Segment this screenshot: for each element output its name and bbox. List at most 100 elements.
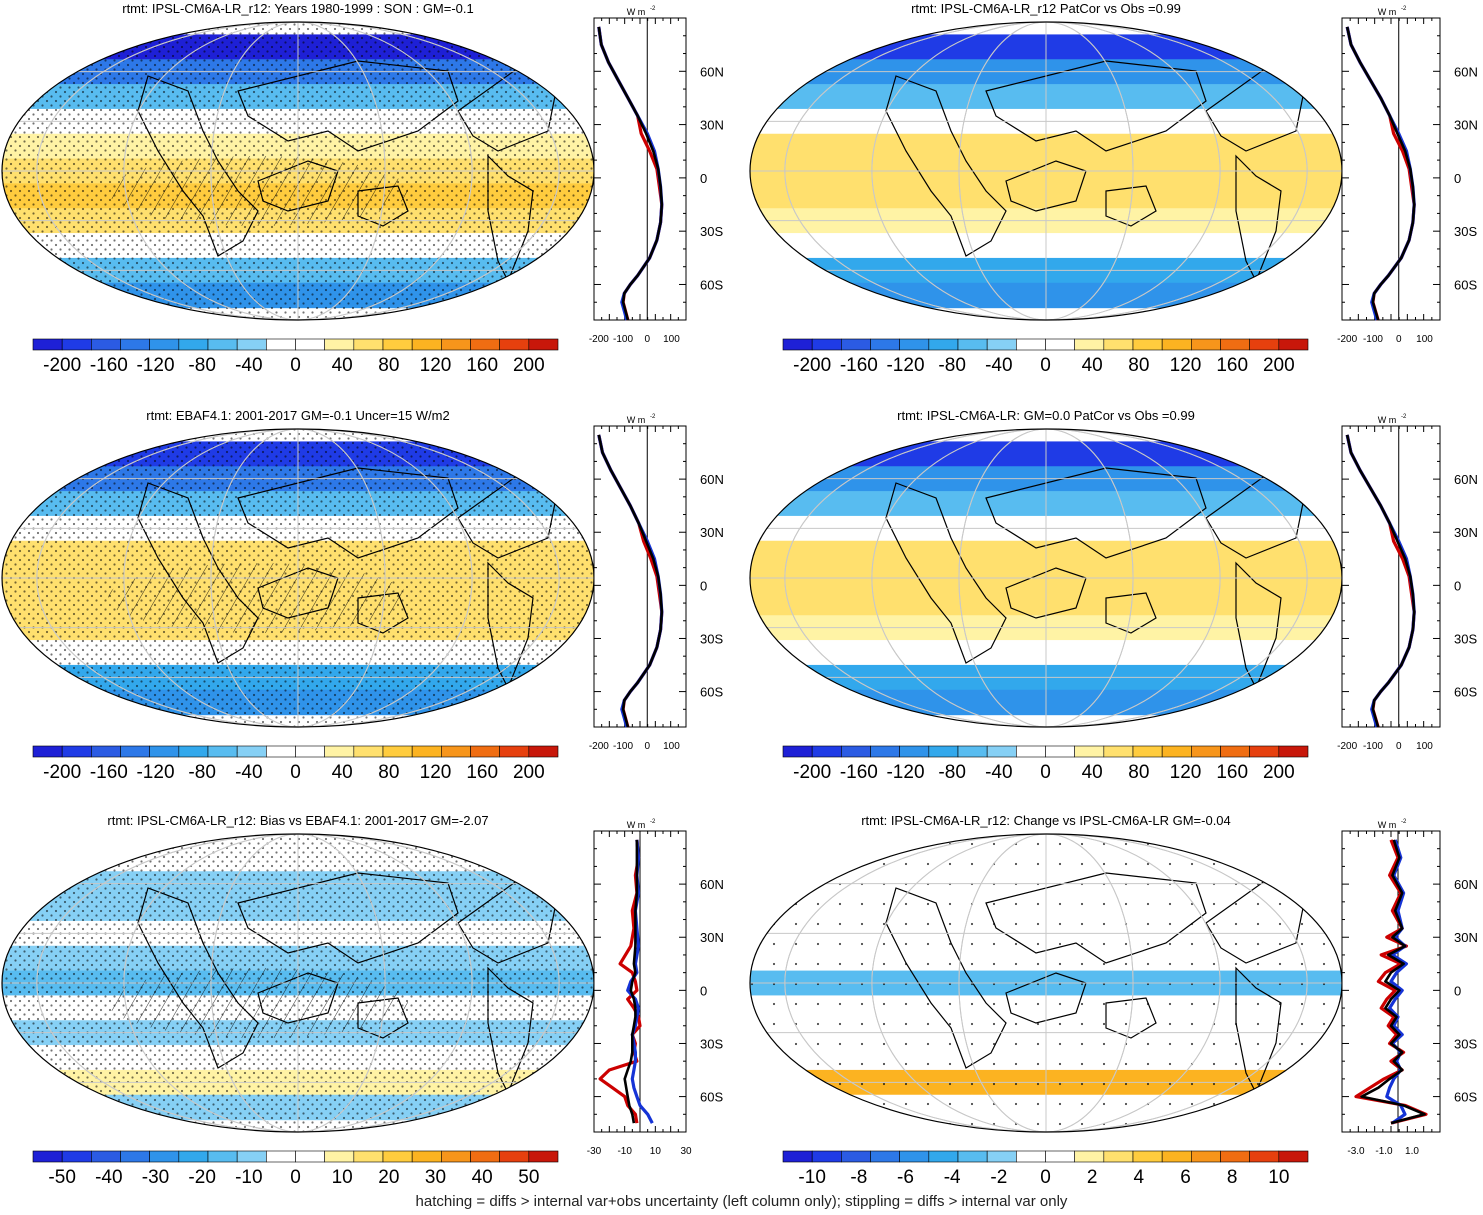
colorbar-swatch — [1045, 338, 1075, 351]
colorbar-swatch — [928, 745, 959, 758]
x-tick-label: -100 — [1363, 334, 1383, 345]
colorbar-label: 80 — [1128, 355, 1149, 376]
colorbar-swatch — [207, 1150, 238, 1163]
x-tick-label: 100 — [1416, 741, 1433, 752]
units-superscript: -2 — [650, 819, 656, 825]
colorbar-swatch — [1103, 338, 1134, 351]
x-tick-label: 100 — [663, 741, 680, 752]
colorbar: -200 -160 -120 -80 -40 0 40 80 120 160 200 — [32, 338, 559, 376]
colorbar-swatch — [295, 1150, 325, 1163]
units-label: W m — [1378, 415, 1397, 425]
colorbar-label: 160 — [466, 762, 498, 783]
colorbar-swatch — [1220, 745, 1250, 758]
continent-outline — [1105, 185, 1157, 227]
units-superscript: -2 — [650, 6, 656, 12]
colorbar-swatch — [266, 338, 296, 351]
footnote: hatching = diffs > internal var+obs unce… — [415, 1193, 1068, 1210]
colorbar-swatch — [324, 745, 355, 758]
graticule-lon — [123, 834, 473, 1132]
x-tick-label: -100 — [613, 741, 633, 752]
colorbar-swatch — [236, 1150, 267, 1163]
units-superscript: -2 — [650, 414, 656, 420]
colorbar-label: 200 — [513, 355, 545, 376]
y-tick-label: 30N — [700, 930, 724, 945]
colorbar-swatch — [91, 338, 121, 351]
colorbar-swatch — [266, 745, 296, 758]
colorbar-swatch — [441, 745, 471, 758]
map-r3-left: rtmt: IPSL-CM6A-LR_r12: Bias vs EBAF4.1:… — [1, 813, 595, 1188]
colorbar-swatch — [382, 1150, 413, 1163]
colorbar-swatch — [178, 1150, 209, 1163]
colorbar-swatch — [1161, 338, 1192, 351]
colorbar-swatch — [986, 745, 1017, 758]
x-tick-label: -200 — [589, 741, 609, 752]
y-tick-label: 60N — [700, 877, 724, 892]
map-field — [750, 429, 1342, 727]
y-tick-label: 60N — [1454, 877, 1478, 892]
map-r1-left: rtmt: IPSL-CM6A-LR_r12: Years 1980-1999 … — [1, 1, 595, 376]
units-superscript: -2 — [1401, 414, 1407, 420]
colorbar-label: -120 — [136, 355, 174, 376]
colorbar-swatch — [1045, 745, 1075, 758]
y-tick-label: 60S — [700, 1090, 723, 1105]
map-field — [2, 22, 594, 320]
colorbar-swatch — [1161, 745, 1192, 758]
x-tick-label: -30 — [587, 1146, 602, 1157]
colorbar-swatch — [1103, 745, 1134, 758]
x-tick-label: -100 — [613, 334, 633, 345]
colorbar-swatch — [353, 745, 384, 758]
series-line-diff — [623, 839, 639, 1124]
colorbar-swatch — [1220, 338, 1250, 351]
colorbar-swatch — [986, 1150, 1017, 1163]
graticule-lon — [36, 429, 560, 727]
colorbar: -50 -40 -30 -20 -10 0 10 20 30 40 50 — [32, 1150, 559, 1188]
series-line-diff — [1345, 26, 1416, 321]
colorbar-label: 2 — [1087, 1167, 1098, 1188]
y-tick-label: 60N — [700, 64, 724, 79]
colorbar-swatch — [928, 338, 959, 351]
y-tick-label: 0 — [1454, 171, 1461, 186]
colorbar-label: -10 — [798, 1167, 825, 1188]
colorbar-swatch — [207, 745, 238, 758]
continent-outline — [985, 60, 1207, 152]
continent-outline — [1235, 154, 1282, 283]
y-tick-label: 60S — [700, 277, 723, 292]
map-field — [2, 834, 594, 1132]
map-title: rtmt: IPSL-CM6A-LR_r12: Years 1980-1999 … — [122, 1, 474, 16]
colorbar-swatch — [178, 745, 209, 758]
continent-outline — [885, 75, 1007, 257]
graticule-lon — [958, 834, 1134, 1132]
colorbar-swatch — [1132, 1150, 1163, 1163]
colorbar-swatch — [266, 1150, 296, 1163]
colorbar-swatch — [1161, 1150, 1192, 1163]
map-field — [750, 834, 1342, 1132]
colorbar-swatch — [1016, 745, 1046, 758]
series-line-model — [1354, 839, 1428, 1125]
series-line-diff — [597, 26, 664, 321]
units-superscript: -2 — [1401, 6, 1407, 12]
x-tick-label: -200 — [1337, 741, 1357, 752]
colorbar-label: 0 — [1040, 1167, 1051, 1188]
colorbar-swatch — [470, 745, 500, 758]
colorbar-swatch — [236, 338, 267, 351]
colorbar-label: 10 — [1268, 1167, 1289, 1188]
colorbar-label: -2 — [990, 1167, 1007, 1188]
map-title: rtmt: EBAF4.1: 2001-2017 GM=-0.1 Uncer=1… — [146, 408, 449, 423]
colorbar-label: 40 — [1082, 355, 1103, 376]
colorbar-swatch — [870, 1150, 900, 1163]
colorbar-swatch — [1132, 745, 1163, 758]
colorbar-label: -200 — [793, 762, 831, 783]
colorbar-swatch — [899, 745, 930, 758]
zonal-frame — [1341, 425, 1441, 728]
map-title: rtmt: IPSL-CM6A-LR: GM=0.0 PatCor vs Obs… — [897, 408, 1195, 423]
zonal-r3-right: W m -2 -3.0 -1.0 1.0 60N 30N 0 30S 60S — [1341, 819, 1478, 1157]
colorbar-label: 0 — [1040, 762, 1051, 783]
colorbar-swatch — [353, 1150, 384, 1163]
colorbar-swatch — [528, 1150, 559, 1163]
colorbar-swatch — [957, 338, 988, 351]
colorbar-swatch — [1191, 1150, 1221, 1163]
y-tick-label: 60S — [1454, 277, 1477, 292]
colorbar-swatch — [411, 338, 442, 351]
colorbar-swatch — [236, 745, 267, 758]
